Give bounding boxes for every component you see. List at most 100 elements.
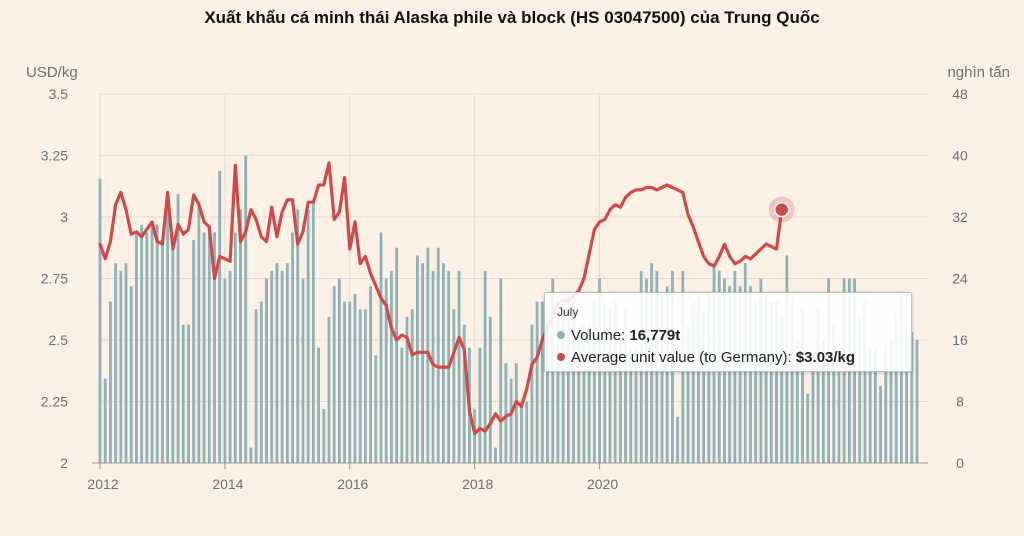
volume-bar: [353, 293, 357, 463]
volume-bar: [697, 293, 700, 463]
volume-bar: [218, 170, 222, 463]
volume-bar: [572, 301, 575, 463]
volume-bar: [431, 270, 435, 463]
volume-bar: [582, 324, 586, 463]
right-tick-label: 8: [956, 394, 964, 410]
volume-bar: [452, 309, 456, 463]
volume-bar: [192, 240, 196, 463]
left-tick-label: 3.5: [49, 86, 69, 102]
volume-bar: [806, 393, 810, 463]
volume-bar: [629, 347, 633, 463]
volume-legend-dot: [557, 331, 565, 340]
volume-bar: [145, 232, 149, 463]
right-tick-label: 32: [952, 209, 968, 225]
volume-bar: [691, 301, 695, 463]
volume-bar: [660, 293, 664, 463]
right-tick-label: 16: [952, 332, 968, 348]
tooltip-price-value: $3.03/kg: [795, 349, 856, 366]
volume-bar: [821, 340, 825, 463]
left-tick-label: 3: [60, 209, 68, 225]
volume-bar: [884, 347, 888, 463]
volume-bar: [608, 309, 612, 463]
volume-bar: [780, 316, 784, 463]
volume-bar: [868, 347, 872, 463]
left-tick-label: 2.25: [41, 394, 68, 410]
volume-bar: [155, 224, 159, 463]
volume-bar: [421, 263, 425, 463]
volume-bar: [442, 263, 445, 463]
tooltip-volume-value: 16,779t: [629, 327, 681, 344]
tooltip-volume-label: Volume:: [571, 327, 626, 344]
volume-bar: [738, 286, 742, 463]
volume-bar: [405, 316, 409, 463]
hover-point: [773, 201, 790, 218]
price-line: [98, 161, 784, 436]
left-tick-label: 2: [60, 455, 68, 471]
volume-bar: [728, 286, 732, 463]
volume-bar: [322, 409, 326, 463]
volume-bar: [187, 324, 190, 463]
volume-bar: [108, 301, 112, 463]
volume-bar: [775, 301, 778, 463]
volume-bar: [478, 347, 482, 463]
volume-bar: [811, 355, 815, 463]
volume-bar: [270, 270, 274, 463]
volume-bar: [676, 416, 680, 463]
volume-bar: [556, 301, 560, 463]
volume-bar: [285, 263, 289, 463]
volume-bar: [587, 324, 591, 463]
volume-bar: [483, 270, 487, 463]
volume-bar: [223, 278, 227, 463]
volume-bar: [530, 324, 534, 463]
volume-bar: [140, 224, 144, 463]
volume-bar: [348, 301, 352, 463]
x-tick-label: 2016: [337, 476, 368, 492]
volume-bar: [254, 309, 258, 463]
volume-bar: [540, 301, 544, 463]
volume-bar: [561, 309, 565, 463]
volume-bar: [176, 193, 180, 463]
volume-bar: [514, 363, 518, 463]
volume-bar: [436, 247, 440, 463]
volume-bar: [603, 301, 607, 463]
volume-bar: [296, 209, 300, 463]
hover-marker[interactable]: [768, 196, 795, 223]
volume-bar: [389, 270, 393, 463]
volume-bar: [400, 347, 404, 463]
volume-bar: [124, 263, 128, 463]
volume-bar: [769, 301, 773, 463]
volume-bar: [613, 301, 617, 463]
tooltip-month: July: [557, 305, 579, 319]
volume-bar: [358, 309, 362, 463]
volume-bar: [244, 155, 248, 463]
volume-bar: [764, 293, 768, 463]
volume-bar: [863, 301, 867, 463]
volume-bar: [265, 278, 268, 463]
volume-bar: [889, 340, 893, 463]
tooltip-price-row: Average unit value (to Germany): $3.03/k…: [557, 347, 911, 369]
volume-bar: [795, 340, 799, 463]
right-tick-label: 40: [952, 148, 968, 164]
volume-bar: [832, 324, 836, 463]
volume-bar: [618, 340, 622, 463]
volume-bar: [566, 293, 570, 463]
volume-bar: [311, 201, 315, 463]
volume-bar: [259, 301, 263, 463]
volume-bar: [592, 301, 596, 463]
volume-bar: [103, 378, 107, 463]
volume-bar: [520, 401, 523, 463]
volume-bar: [181, 324, 185, 463]
right-axis-unit: nghìn tấn: [947, 64, 1010, 81]
volume-bar: [233, 232, 237, 463]
volume-bar: [337, 278, 341, 463]
volume-bar: [395, 247, 399, 463]
volume-bar: [754, 301, 758, 463]
volume-bar: [228, 270, 232, 463]
volume-bar: [488, 316, 492, 463]
volume-bar: [624, 309, 628, 463]
volume-bar: [665, 286, 669, 463]
axes: 2 2.25 2.5 2.75 3 3.25 3.5 0 8 16 24 32 40 48 2012 2014…: [41, 86, 968, 492]
x-tick-label: 2018: [462, 476, 493, 492]
volume-bar: [171, 240, 175, 463]
